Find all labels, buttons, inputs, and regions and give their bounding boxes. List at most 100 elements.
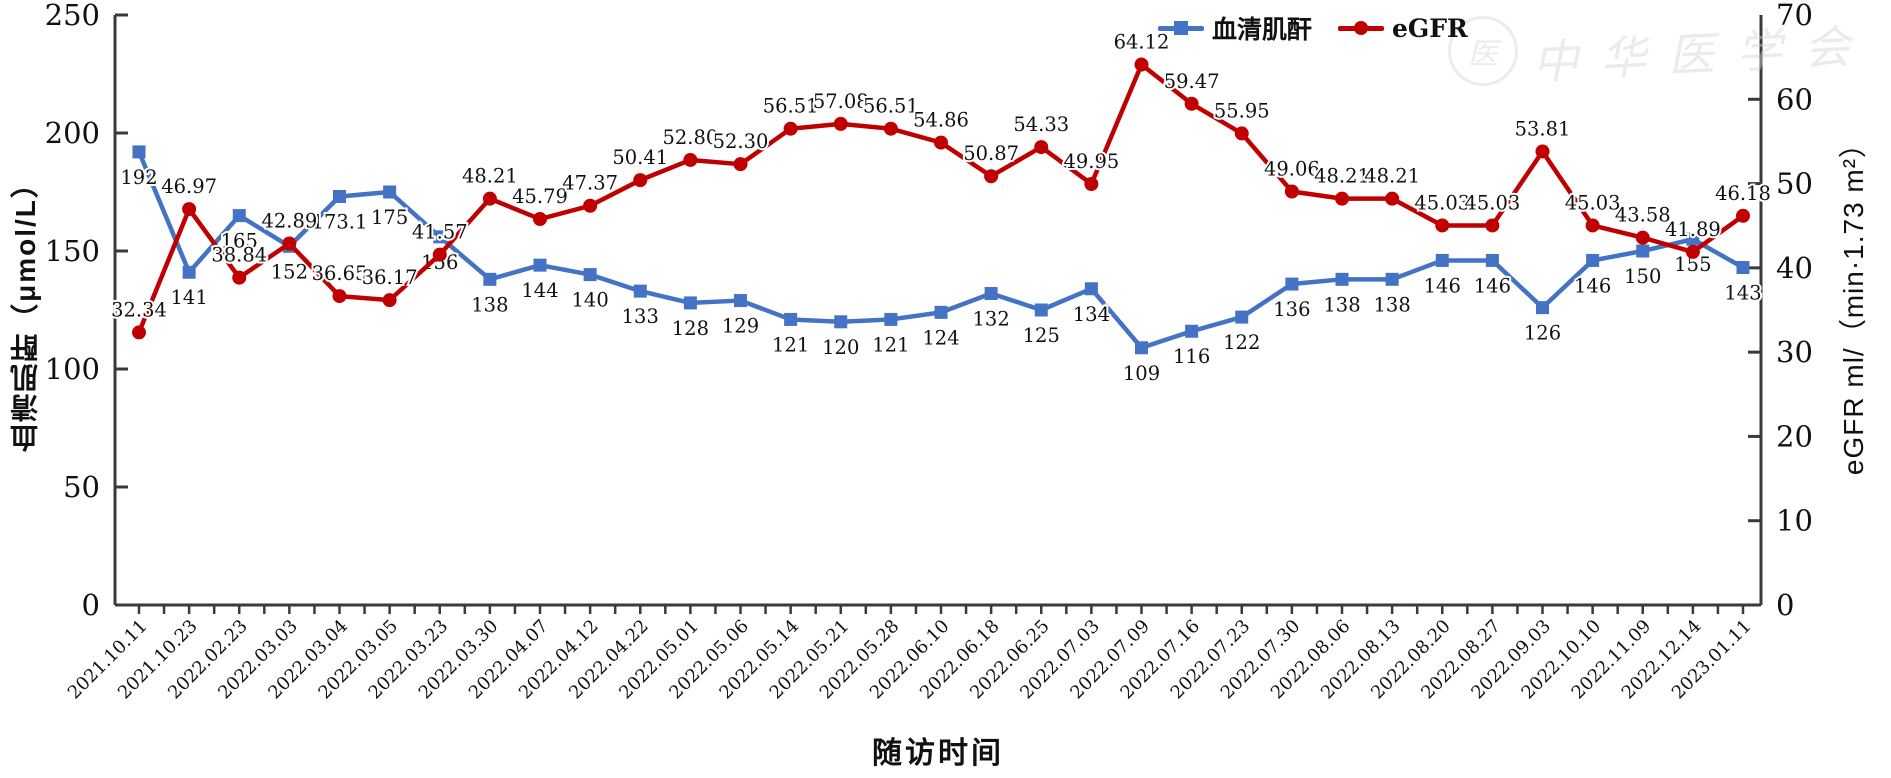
svg-text:138: 138 xyxy=(1323,293,1360,316)
legend-item-egfr: eGFR xyxy=(1338,14,1468,43)
svg-text:150: 150 xyxy=(1624,265,1661,288)
svg-text:54.33: 54.33 xyxy=(1013,113,1069,136)
svg-text:54.86: 54.86 xyxy=(913,109,969,132)
svg-text:165: 165 xyxy=(221,230,258,253)
svg-text:48.21: 48.21 xyxy=(1364,165,1420,188)
x-axis-title: 随访时间 xyxy=(872,737,1004,770)
egfr-series-marker-icon xyxy=(1338,20,1385,36)
svg-text:146: 146 xyxy=(1424,274,1461,297)
right-axis-title: eGFR ml/（min·1.73 m²） xyxy=(1838,128,1869,476)
svg-text:45.03: 45.03 xyxy=(1414,191,1470,214)
svg-text:122: 122 xyxy=(1223,331,1260,354)
svg-text:43.58: 43.58 xyxy=(1615,204,1671,227)
svg-text:50: 50 xyxy=(63,470,100,504)
svg-text:50: 50 xyxy=(1776,167,1813,201)
svg-text:125: 125 xyxy=(1023,324,1060,347)
svg-text:20: 20 xyxy=(1776,419,1813,453)
left-axis-ticks: 0 50 100 150 200 250 xyxy=(45,0,128,622)
svg-text:133: 133 xyxy=(622,305,659,328)
series-creatinine xyxy=(132,145,1750,355)
svg-text:128: 128 xyxy=(672,317,709,340)
svg-text:60: 60 xyxy=(1776,82,1813,116)
svg-text:146: 146 xyxy=(1474,274,1511,297)
legend-label-egfr: eGFR xyxy=(1392,13,1468,43)
creatinine-series-marker-icon xyxy=(1158,20,1204,36)
svg-text:49.95: 49.95 xyxy=(1063,150,1119,173)
svg-text:136: 136 xyxy=(1273,298,1310,321)
svg-text:50.87: 50.87 xyxy=(963,142,1019,165)
svg-text:132: 132 xyxy=(973,307,1010,330)
svg-text:40: 40 xyxy=(1776,251,1813,285)
svg-text:10: 10 xyxy=(1776,504,1813,538)
series-labels-creatinine: 192 141 165 152 173.1 175 156 138 144 140 133 128 12… xyxy=(118,164,1763,387)
svg-text:138: 138 xyxy=(471,293,508,316)
svg-text:42.89: 42.89 xyxy=(261,209,317,232)
svg-text:41.89: 41.89 xyxy=(1665,218,1721,241)
svg-text:173.1: 173.1 xyxy=(312,210,368,233)
svg-text:49.06: 49.06 xyxy=(1264,157,1320,180)
svg-text:250: 250 xyxy=(45,0,100,32)
svg-text:30: 30 xyxy=(1776,335,1813,369)
svg-text:52.30: 52.30 xyxy=(713,130,769,153)
svg-text:156: 156 xyxy=(421,251,458,274)
svg-text:53.81: 53.81 xyxy=(1515,117,1571,140)
svg-text:124: 124 xyxy=(922,326,959,349)
svg-text:70: 70 xyxy=(1776,0,1813,32)
svg-text:121: 121 xyxy=(872,333,909,356)
legend-item-creatinine: 血清肌酐 xyxy=(1158,10,1312,46)
svg-text:64.12: 64.12 xyxy=(1114,31,1170,54)
legend: 血清肌酐 eGFR xyxy=(1158,10,1468,46)
svg-text:126: 126 xyxy=(1524,322,1561,345)
svg-text:48.21: 48.21 xyxy=(1314,165,1370,188)
x-axis-labels: 2021.10.112021.10.232022.02.232022.03.03… xyxy=(64,616,1756,704)
svg-text:46.97: 46.97 xyxy=(161,175,217,198)
svg-text:48.21: 48.21 xyxy=(462,165,518,188)
svg-text:32.34: 32.34 xyxy=(111,298,167,321)
svg-text:116: 116 xyxy=(1173,345,1210,368)
svg-text:100: 100 xyxy=(45,352,100,386)
svg-text:38.84: 38.84 xyxy=(211,244,267,267)
x-axis-ticks xyxy=(137,605,1745,614)
svg-text:50.41: 50.41 xyxy=(612,146,668,169)
svg-text:45.79: 45.79 xyxy=(512,185,568,208)
svg-text:45.03: 45.03 xyxy=(1565,191,1621,214)
svg-text:41.57: 41.57 xyxy=(412,221,468,244)
svg-text:144: 144 xyxy=(521,279,558,302)
left-axis-title: 血清肌酐（μmol/L） xyxy=(10,168,41,452)
svg-text:0: 0 xyxy=(1776,588,1794,622)
right-axis-ticks: 0 10 20 30 40 50 60 70 xyxy=(1748,0,1813,622)
svg-text:0: 0 xyxy=(82,588,100,622)
legend-label-creatinine: 血清肌酐 xyxy=(1212,15,1313,44)
svg-text:52.80: 52.80 xyxy=(662,126,718,149)
svg-text:175: 175 xyxy=(371,206,408,229)
svg-text:134: 134 xyxy=(1073,303,1110,326)
svg-text:46.18: 46.18 xyxy=(1715,182,1771,205)
svg-text:146: 146 xyxy=(1574,274,1611,297)
svg-text:140: 140 xyxy=(572,289,609,312)
svg-text:129: 129 xyxy=(722,315,759,338)
svg-text:120: 120 xyxy=(822,336,859,359)
svg-text:55.95: 55.95 xyxy=(1214,99,1270,122)
svg-text:36.17: 36.17 xyxy=(362,266,418,289)
svg-text:141: 141 xyxy=(171,286,208,309)
svg-text:45.03: 45.03 xyxy=(1464,191,1520,214)
svg-text:150: 150 xyxy=(45,234,100,268)
svg-text:143: 143 xyxy=(1724,282,1761,305)
svg-text:155: 155 xyxy=(1674,253,1711,276)
svg-text:56.51: 56.51 xyxy=(763,95,819,118)
series-egfr xyxy=(132,57,1750,340)
svg-text:138: 138 xyxy=(1374,293,1411,316)
svg-text:200: 200 xyxy=(45,116,100,150)
svg-text:36.65: 36.65 xyxy=(312,262,368,285)
svg-text:192: 192 xyxy=(120,166,157,189)
svg-text:109: 109 xyxy=(1123,362,1160,385)
svg-text:57.08: 57.08 xyxy=(813,90,869,113)
svg-text:152: 152 xyxy=(271,260,308,283)
svg-text:47.37: 47.37 xyxy=(562,172,618,195)
svg-text:59.47: 59.47 xyxy=(1164,70,1220,93)
svg-text:56.51: 56.51 xyxy=(863,95,919,118)
svg-text:121: 121 xyxy=(772,333,809,356)
